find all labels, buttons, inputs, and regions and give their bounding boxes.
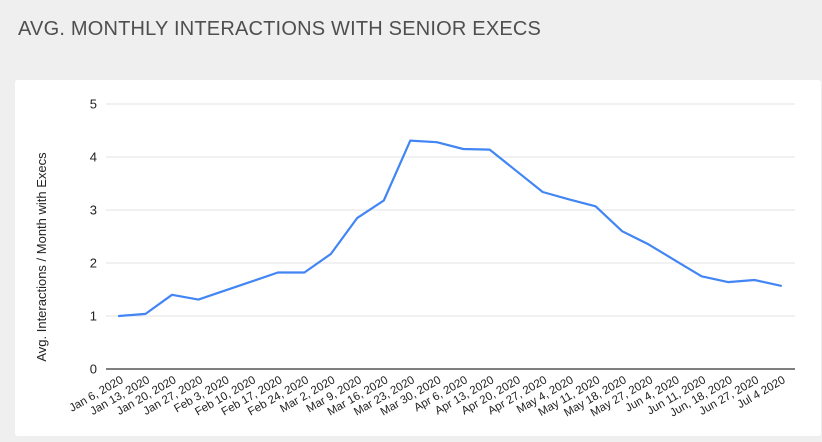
data-point[interactable] [142,311,148,317]
data-point[interactable] [275,270,281,276]
data-point[interactable] [566,196,572,202]
y-tick-label: 0 [90,362,97,377]
data-point[interactable] [487,147,493,153]
data-point[interactable] [222,288,228,294]
data-point[interactable] [646,241,652,247]
series-line [117,139,783,318]
data-point[interactable] [725,279,731,285]
data-point[interactable] [169,292,175,298]
data-point[interactable] [672,257,678,263]
y-tick-label: 2 [90,256,97,271]
data-point[interactable] [407,138,413,144]
data-point[interactable] [116,313,122,319]
y-tick-label: 1 [90,309,97,324]
data-point[interactable] [619,228,625,234]
data-point[interactable] [434,139,440,145]
y-tick-label: 5 [90,97,97,112]
data-point[interactable] [354,215,360,221]
data-point[interactable] [593,203,599,209]
data-point[interactable] [699,273,705,279]
data-point[interactable] [778,283,784,289]
page-title: AVG. MONTHLY INTERACTIONS WITH SENIOR EX… [18,18,542,40]
data-point[interactable] [248,279,254,285]
gridlines [106,103,795,370]
y-tick-label: 4 [90,150,97,165]
data-point[interactable] [752,277,758,283]
data-point[interactable] [460,146,466,152]
series-group [116,138,784,319]
data-point[interactable] [328,251,334,257]
data-point[interactable] [195,297,201,303]
chart-card [15,80,821,436]
y-tick-label: 3 [90,203,97,218]
data-point[interactable] [301,270,307,276]
data-point[interactable] [513,168,519,174]
y-axis-title: Avg. Interactions / Month with Execs [34,152,49,362]
y-axis-ticks: 0 1 2 3 4 5 [90,97,97,377]
data-point[interactable] [381,197,387,203]
data-point[interactable] [540,189,546,195]
